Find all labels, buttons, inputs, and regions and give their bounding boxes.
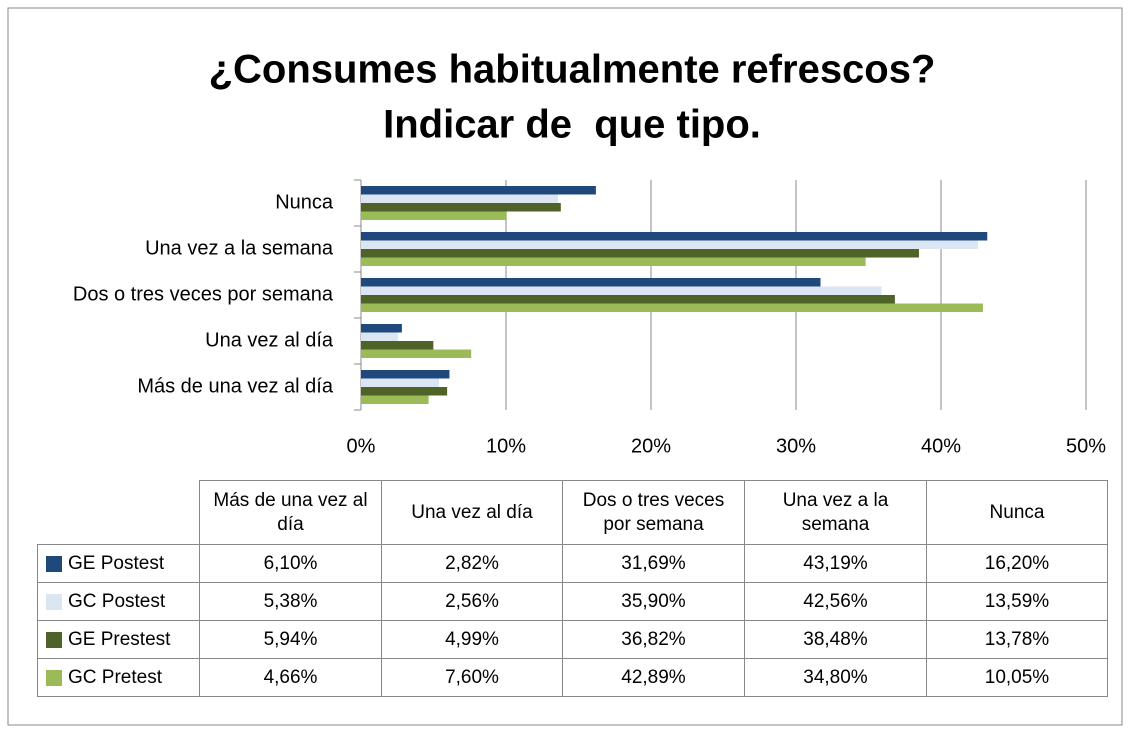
legend-swatch (46, 669, 62, 686)
legend-entry: GE Prestest (37, 620, 200, 659)
bar (361, 249, 919, 258)
bar (361, 286, 882, 295)
table-value: 13,59% (926, 582, 1108, 621)
table-header: Más de una vez al día (199, 480, 382, 545)
bar (361, 303, 983, 312)
legend-swatch (46, 555, 62, 572)
bar (361, 324, 402, 333)
table-value: 5,94% (199, 620, 382, 659)
table-value: 4,66% (199, 658, 382, 697)
table-value: 2,56% (381, 582, 563, 621)
y-tick-label: Nunca (275, 191, 334, 213)
table-value: 36,82% (562, 620, 745, 659)
bar (361, 211, 507, 220)
table-value: 16,20% (926, 544, 1108, 583)
bar (361, 278, 821, 287)
x-tick-label: 0% (347, 435, 376, 457)
x-tick-label: 50% (1066, 435, 1106, 457)
bar (361, 387, 448, 396)
bar (361, 378, 440, 387)
legend-entry: GC Postest (37, 582, 200, 621)
bar (361, 332, 399, 341)
table-value: 38,48% (744, 620, 927, 659)
table-header: Una vez al día (381, 480, 563, 545)
x-tick-label: 30% (776, 435, 816, 457)
legend-entry: GC Pretest (37, 658, 200, 697)
table-value: 4,99% (381, 620, 563, 659)
legend-label: GC Postest (68, 590, 166, 612)
y-tick-label: Una vez al día (205, 329, 334, 351)
bar (361, 395, 429, 404)
legend-label: GC Pretest (68, 666, 162, 688)
table-header: Una vez a la semana (744, 480, 927, 545)
bar (361, 232, 988, 241)
table-value: 42,56% (744, 582, 927, 621)
table-value: 5,38% (199, 582, 382, 621)
table-value: 42,89% (562, 658, 745, 697)
legend-label: GE Prestest (68, 628, 171, 650)
table-header: Dos o tres veces por semana (562, 480, 745, 545)
table-value: 10,05% (926, 658, 1108, 697)
x-tick-label: 20% (631, 435, 671, 457)
bar (361, 349, 472, 358)
table-value: 31,69% (562, 544, 745, 583)
bar (361, 240, 979, 249)
chart-frame (7, 7, 1123, 726)
legend-swatch (46, 631, 62, 648)
legend-label: GE Postest (68, 552, 165, 574)
table-value: 13,78% (926, 620, 1108, 659)
bar (361, 186, 596, 195)
bar (361, 194, 559, 203)
x-tick-label: 10% (486, 435, 526, 457)
table-value: 34,80% (744, 658, 927, 697)
table-value: 43,19% (744, 544, 927, 583)
bar (361, 295, 895, 304)
bar (361, 370, 450, 379)
bar (361, 341, 434, 350)
table-value: 35,90% (562, 582, 745, 621)
table-header: Nunca (926, 480, 1108, 545)
legend-swatch (46, 593, 62, 610)
chart-title: ¿Consumes habitualmente refrescos? (209, 48, 936, 92)
table-value: 6,10% (199, 544, 382, 583)
bar (361, 257, 866, 266)
y-tick-label: Una vez a la semana (145, 237, 334, 259)
table-value: 7,60% (381, 658, 563, 697)
table-value: 2,82% (381, 544, 563, 583)
x-tick-label: 40% (921, 435, 961, 457)
legend-entry: GE Postest (37, 544, 200, 583)
chart-title: Indicar de que tipo. (383, 103, 761, 147)
bar (361, 203, 561, 212)
y-tick-label: Más de una vez al día (137, 375, 334, 397)
y-tick-label: Dos o tres veces por semana (73, 283, 334, 305)
